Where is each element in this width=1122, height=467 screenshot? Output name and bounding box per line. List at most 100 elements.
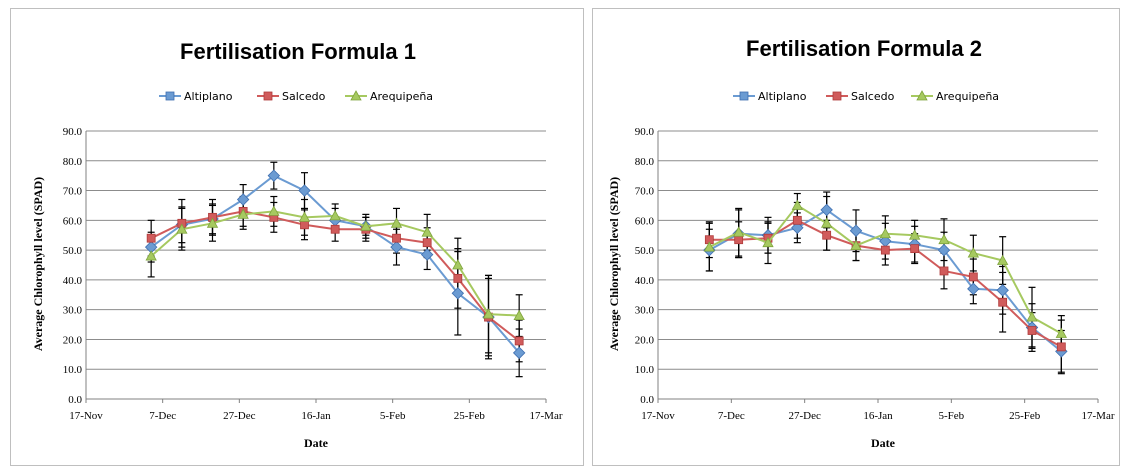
x-tick-label: 17-Nov	[69, 410, 103, 422]
data-point-arequipena	[908, 229, 921, 240]
data-point-arequipena	[1026, 311, 1038, 322]
data-point-salcedo	[939, 266, 949, 276]
data-point-altiplano	[879, 234, 892, 248]
chart-panel-formula-2: Fertilisation Formula 2 Altiplano Salced…	[592, 8, 1120, 466]
data-point-altiplano	[390, 240, 403, 254]
data-point-arequipena	[762, 236, 774, 248]
y-tick-label: 40.0	[63, 275, 83, 287]
y-tick-label: 0.0	[640, 394, 654, 406]
data-point-arequipena	[452, 259, 464, 270]
y-axis-label: Average Chlorophyll level (SPAD)	[31, 177, 45, 351]
y-tick-label: 90.0	[63, 126, 83, 138]
data-point-arequipena	[820, 217, 833, 228]
data-point-arequipena	[421, 226, 433, 237]
legend-label-arequipena: Arequipeña	[936, 90, 999, 103]
x-tick-label: 27-Dec	[223, 410, 255, 422]
legend-item-salcedo: Salcedo	[826, 90, 895, 103]
data-point-salcedo	[1056, 342, 1066, 352]
plot-area: 0.0 10.0 20.0 30.0 40.0 50.0 60.0 70.0 80.0 90.0 1…	[63, 126, 563, 422]
data-point-salcedo	[1027, 326, 1037, 335]
legend-label-altiplano: Altiplano	[184, 90, 233, 103]
data-point-altiplano	[451, 287, 465, 300]
x-axis-label: Date	[871, 436, 896, 450]
data-point-arequipena	[206, 217, 219, 228]
data-point-arequipena	[850, 239, 862, 251]
data-point-arequipena	[967, 247, 980, 258]
data-point-arequipena	[360, 220, 372, 231]
legend-marker-arequipena	[350, 90, 362, 101]
x-tick-label: 16-Jan	[301, 410, 331, 422]
x-tick-label: 25-Feb	[454, 410, 486, 422]
data-point-arequipena	[1055, 327, 1068, 338]
data-point-salcedo	[330, 224, 340, 234]
y-tick-label: 50.0	[63, 245, 83, 257]
plot-area: 0.0 10.0 20.0 30.0 40.0 50.0 60.0 70.0 80.0 90.0 1…	[635, 126, 1115, 422]
data-point-altiplano	[937, 243, 951, 257]
data-point-salcedo	[453, 273, 463, 283]
y-tick-label: 70.0	[635, 186, 655, 198]
legend-item-altiplano: Altiplano	[733, 90, 807, 103]
data-point-salcedo	[392, 233, 401, 243]
y-tick-label: 90.0	[635, 126, 655, 138]
y-tick-label: 30.0	[635, 305, 655, 317]
y-tick-label: 10.0	[635, 364, 655, 376]
data-point-arequipena	[791, 199, 804, 210]
data-point-altiplano	[144, 240, 158, 254]
x-tick-label: 16-Jan	[863, 410, 893, 422]
data-point-salcedo	[792, 215, 802, 225]
data-point-altiplano	[849, 224, 863, 237]
x-tick-label: 7-Dec	[718, 410, 745, 422]
data-point-arequipena	[237, 208, 249, 219]
data-point-arequipena	[879, 227, 892, 239]
data-point-altiplano	[996, 284, 1009, 297]
data-point-salcedo	[734, 235, 744, 245]
x-tick-label: 7-Dec	[149, 410, 176, 422]
legend-marker-salcedo	[263, 91, 273, 101]
legend-item-salcedo: Salcedo	[257, 90, 326, 103]
legend-marker-altiplano	[739, 91, 749, 101]
legend: Altiplano Salcedo Arequipeña	[733, 90, 999, 103]
data-point-salcedo	[422, 238, 432, 248]
chart-panel-formula-1: Fertilisation Formula 1 Altiplano Salced…	[10, 8, 584, 466]
y-tick-label: 60.0	[63, 215, 83, 227]
data-point-arequipena	[703, 241, 716, 252]
data-point-salcedo	[146, 233, 156, 243]
y-axis-label: Average Chlorophyll level (SPAD)	[607, 177, 621, 351]
data-point-salcedo	[910, 244, 920, 254]
data-point-arequipena	[390, 217, 403, 228]
legend-item-altiplano: Altiplano	[159, 90, 233, 103]
data-point-salcedo	[514, 336, 524, 346]
data-point-arequipena	[732, 226, 745, 237]
data-point-altiplano	[267, 169, 281, 182]
y-tick-label: 40.0	[635, 275, 655, 287]
y-tick-label: 50.0	[635, 245, 655, 257]
x-tick-label: 17-Nov	[641, 410, 675, 422]
data-point-altiplano	[420, 248, 434, 261]
legend-label-arequipena: Arequipeña	[370, 90, 433, 103]
chart-title: Fertilisation Formula 1	[180, 39, 416, 64]
legend-item-arequipena: Arequipeña	[911, 90, 999, 103]
chart-formula-2: Fertilisation Formula 2 Altiplano Salced…	[607, 36, 1115, 450]
y-tick-label: 80.0	[63, 156, 83, 168]
y-tick-label: 10.0	[63, 364, 83, 376]
data-point-altiplano	[512, 346, 526, 360]
data-point-altiplano	[236, 193, 250, 206]
legend-label-salcedo: Salcedo	[282, 90, 326, 103]
legend-marker-salcedo	[832, 91, 842, 101]
data-point-salcedo	[300, 220, 309, 230]
x-tick-label: 17-Mar	[530, 410, 563, 422]
data-point-arequipena	[176, 223, 188, 234]
x-tick-label: 17-Mar	[1082, 410, 1115, 422]
data-point-altiplano	[967, 282, 980, 296]
y-tick-label: 70.0	[63, 186, 83, 198]
data-point-arequipena	[513, 309, 525, 321]
series-line-altiplano	[150, 174, 520, 354]
data-point-salcedo	[880, 245, 890, 255]
data-point-salcedo	[968, 272, 978, 282]
data-point-salcedo	[998, 297, 1008, 307]
data-point-arequipena	[298, 211, 311, 222]
y-tick-label: 20.0	[635, 334, 655, 346]
y-tick-label: 0.0	[68, 394, 82, 406]
x-tick-label: 5-Feb	[938, 410, 964, 422]
data-point-arequipena	[268, 205, 280, 216]
